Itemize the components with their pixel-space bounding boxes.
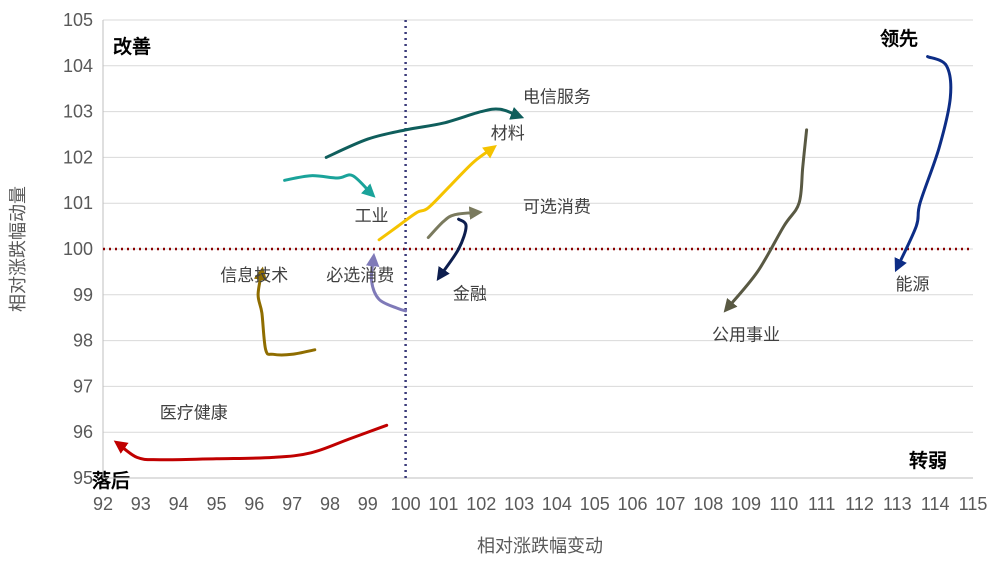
- x-tick-label: 111: [808, 494, 835, 514]
- series-line: [894, 55, 953, 273]
- series-line: [723, 128, 809, 313]
- y-tick-labels: 95 96 97 98 99 100 101 102 103 104 105: [63, 10, 93, 488]
- y-tick-label: 99: [73, 285, 93, 305]
- series-label: 工业: [355, 207, 389, 227]
- x-tick-label: 99: [358, 494, 378, 514]
- series-label: 信息技术: [220, 266, 288, 286]
- y-tick-label: 98: [73, 331, 93, 351]
- x-tick-label: 93: [131, 494, 151, 514]
- x-tick-label: 112: [845, 494, 874, 514]
- series-line: [113, 423, 389, 462]
- y-axis-title: 相对涨跌幅动量: [8, 186, 29, 312]
- y-tick-label: 95: [73, 468, 93, 488]
- quadrant-label-improving: 改善: [113, 35, 151, 58]
- x-tick-label: 108: [693, 494, 723, 514]
- series-label: 电信服务: [523, 87, 591, 107]
- x-tick-label: 92: [93, 494, 113, 514]
- x-tick-label: 98: [320, 494, 340, 514]
- y-tick-label: 96: [73, 422, 93, 442]
- x-tick-label: 106: [618, 494, 648, 514]
- series-label: 金融: [453, 284, 487, 304]
- y-tick-label: 103: [63, 102, 93, 122]
- series-label: 公用事业: [712, 326, 780, 346]
- y-tick-label: 100: [63, 239, 93, 259]
- series-line: [283, 173, 376, 198]
- x-tick-label: 104: [542, 494, 572, 514]
- y-tick-label: 105: [63, 10, 93, 30]
- series-line: [324, 107, 525, 159]
- series-label: 材料: [491, 124, 525, 144]
- y-tick-label: 101: [63, 193, 93, 213]
- x-tick-label: 109: [731, 494, 761, 514]
- x-tick-label: 95: [206, 494, 226, 514]
- series-label: 必选消费: [326, 266, 394, 286]
- x-tick-label: 102: [466, 494, 496, 514]
- quadrant-label-leading: 领先: [880, 27, 918, 50]
- x-axis-title: 相对涨跌幅变动: [477, 536, 603, 557]
- x-tick-label: 96: [244, 494, 264, 514]
- x-tick-label: 100: [391, 494, 421, 514]
- y-tick-label: 104: [63, 56, 93, 76]
- series-line: [253, 266, 317, 357]
- y-axis-title-group: 相对涨跌幅动量: [8, 186, 29, 312]
- series-lines: [113, 55, 953, 462]
- series-label: 能源: [895, 275, 929, 295]
- x-tick-label: 94: [169, 494, 189, 514]
- quadrant-label-weakening: 转弱: [909, 449, 947, 472]
- x-tick-label: 113: [883, 494, 912, 514]
- series-line: [426, 206, 483, 239]
- x-tick-label: 115: [959, 494, 988, 514]
- series-line: [365, 252, 408, 313]
- x-tick-labels: 92 93 94 95 96 97 98 99 100 101 102 103 104 105 106 107…: [93, 494, 987, 514]
- x-tick-label: 103: [504, 494, 534, 514]
- x-tick-label: 101: [428, 494, 458, 514]
- series-label: 可选消费: [523, 197, 591, 217]
- y-tick-label: 97: [73, 376, 93, 396]
- series-line: [436, 217, 468, 281]
- y-tick-label: 102: [63, 147, 93, 167]
- x-tick-label: 110: [770, 494, 799, 514]
- series-line: [377, 144, 497, 242]
- quadrant-label-lagging: 落后: [92, 469, 130, 492]
- x-tick-label: 97: [282, 494, 302, 514]
- x-tick-label: 114: [921, 494, 950, 514]
- series-label: 医疗健康: [160, 403, 228, 423]
- x-tick-label: 105: [580, 494, 610, 514]
- x-tick-label: 107: [655, 494, 685, 514]
